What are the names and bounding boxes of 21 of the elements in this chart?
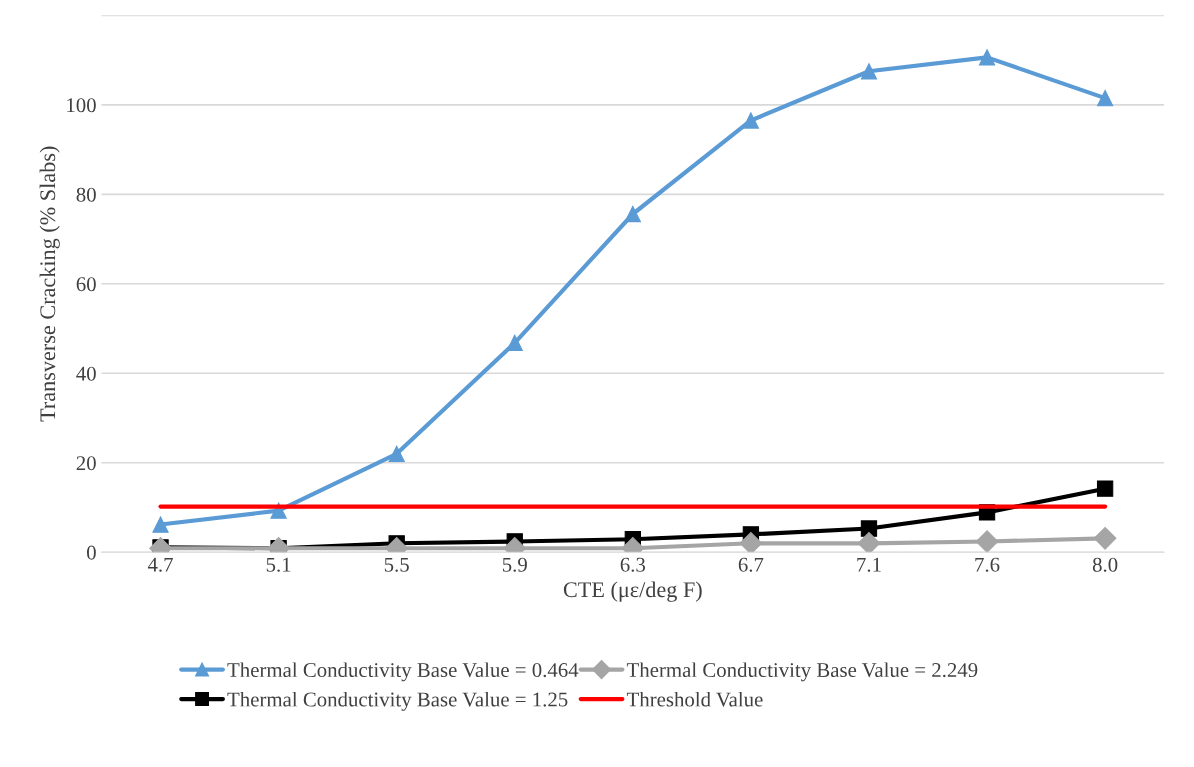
x-tick-label: 6.3: [620, 557, 646, 572]
legend-label: Threshold Value: [626, 691, 763, 707]
x-tick-label: 5.9: [502, 557, 527, 572]
x-tick-label: 5.5: [384, 557, 409, 572]
y-tick-label: 40: [76, 366, 96, 381]
legend-label: Thermal Conductivity Base Value = 0.464: [227, 662, 579, 682]
x-tick-label: 7.1: [857, 557, 881, 572]
x-tick-label: 4.7: [147, 557, 173, 572]
y-tick-label: 80: [76, 187, 96, 202]
legend-label: Thermal Conductivity Base Value = 2.249: [626, 662, 978, 682]
legend-label: Thermal Conductivity Base Value = 1.25: [227, 691, 568, 711]
y-tick-label: 0: [87, 545, 96, 560]
y-tick-label: 20: [76, 456, 96, 471]
x-axis-title: CTE (με/deg F): [563, 581, 702, 602]
y-axis-title: Transverse Cracking (% Slabs): [39, 146, 60, 422]
y-tick-label: 60: [76, 277, 96, 292]
x-tick-label: 7.6: [975, 557, 1000, 572]
x-tick-label: 6.7: [738, 557, 764, 572]
x-tick-label: 8.0: [1092, 557, 1118, 572]
x-tick-label: 5.1: [266, 557, 291, 572]
y-tick-label: 100: [67, 98, 96, 113]
